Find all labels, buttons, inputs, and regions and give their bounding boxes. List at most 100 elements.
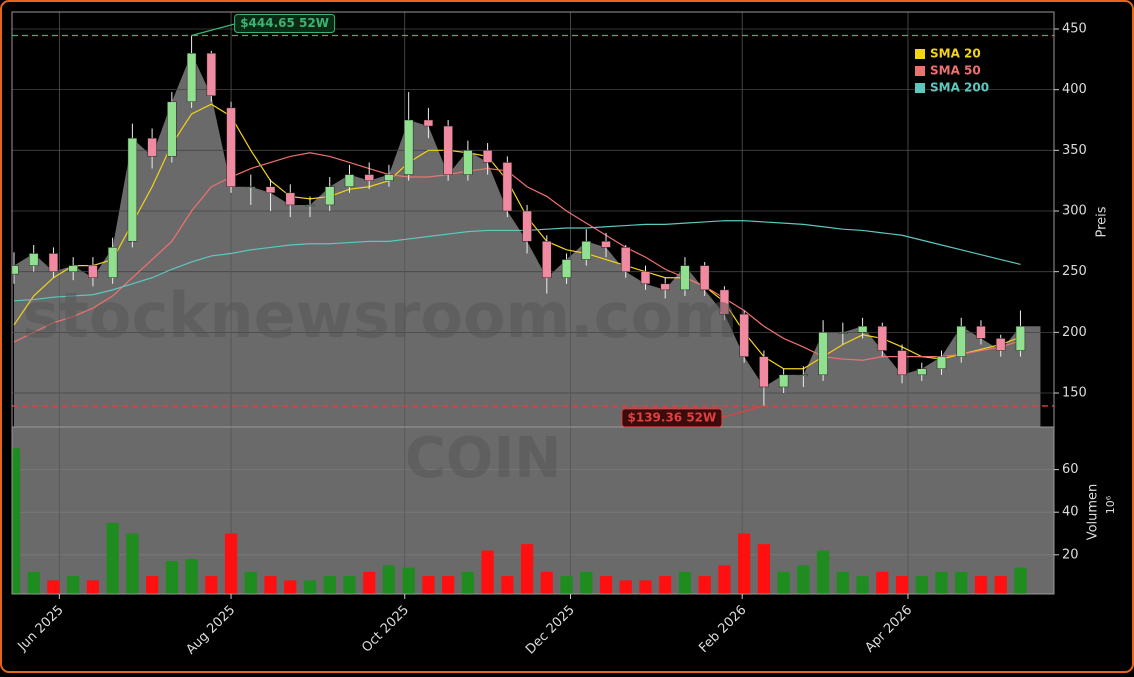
volume-bar (363, 571, 376, 594)
volume-axis-label: Volumen (1086, 484, 1101, 541)
y-tick-label: 400 (1062, 82, 1087, 97)
volume-bar (422, 576, 435, 594)
volume-bar (955, 571, 968, 594)
volume-bar (639, 580, 652, 594)
candle-body (88, 265, 98, 278)
volume-bar (678, 571, 692, 594)
volume-bar (205, 576, 218, 594)
legend-label: SMA 50 (930, 64, 981, 78)
y-tick-label: 450 (1062, 21, 1087, 36)
volume-bar (599, 576, 613, 594)
volume-bar (461, 571, 474, 594)
volume-bar (185, 559, 198, 594)
candle-body (798, 374, 809, 377)
plot-border (11, 11, 1055, 595)
candle-body (897, 350, 907, 376)
volume-bar (757, 544, 771, 594)
y-axis-label: Preis (1095, 206, 1110, 237)
volume-bar (244, 571, 257, 594)
candle-body (403, 119, 414, 175)
y-tick-label: 150 (1062, 386, 1087, 401)
candle-body (877, 326, 887, 351)
candle-body (384, 174, 394, 181)
annotation-arrow (719, 405, 765, 419)
volume-bar (382, 565, 396, 594)
volume-bar (1014, 567, 1027, 594)
volume-bar (501, 576, 514, 594)
volume-bar (698, 576, 711, 594)
candle-body (818, 332, 828, 376)
candle-body (147, 137, 157, 157)
candle-body (29, 253, 39, 266)
sma-line (13, 152, 1021, 361)
candle-body (660, 283, 670, 291)
legend-label: SMA 200 (930, 81, 989, 95)
volume-bar (323, 576, 336, 594)
volume-bar (777, 571, 790, 594)
volume-bar (816, 550, 830, 594)
candle-body (561, 259, 572, 278)
candle-body (719, 289, 730, 315)
volume-bar (165, 561, 178, 594)
candle-body (936, 356, 947, 370)
annotation-label: $139.36 52W (628, 410, 717, 424)
candle-body (305, 204, 315, 207)
candle-body (581, 241, 591, 260)
volume-tick-label: 60 (1062, 462, 1079, 477)
volume-bar (797, 565, 810, 594)
volume-bar (12, 448, 21, 594)
candle-body (463, 150, 473, 175)
annotation-label: $444.65 52W (240, 16, 329, 30)
candle-body (127, 137, 138, 242)
candle-body (364, 174, 374, 181)
price-area (13, 53, 1041, 427)
candle-body (976, 326, 986, 339)
volume-bar (560, 576, 573, 594)
legend-swatch (915, 49, 925, 59)
volume-bar (126, 533, 139, 594)
legend-swatch (915, 83, 925, 93)
legend-label: SMA 20 (930, 47, 981, 61)
candle-body (917, 368, 927, 376)
volume-bar (343, 576, 356, 594)
candle-body (700, 265, 710, 291)
candle-body (838, 332, 848, 334)
candle-body (423, 119, 434, 127)
volume-bar (67, 576, 80, 594)
volume-bar (580, 571, 593, 594)
candle-body (857, 326, 868, 333)
volume-bar (481, 550, 494, 594)
candle-body (482, 150, 493, 163)
volume-bar (106, 522, 119, 594)
candle-body (956, 326, 966, 357)
candle-body (502, 162, 513, 212)
y-tick-label: 200 (1062, 325, 1087, 340)
annotation-box (621, 408, 723, 428)
volume-bar (224, 533, 238, 594)
candle-body (246, 186, 256, 188)
volume-bar (264, 576, 277, 594)
volume-unit: 10⁶ (1104, 495, 1117, 514)
volume-bar (915, 576, 928, 594)
candle-body (640, 271, 651, 285)
volume-tick-label: 40 (1062, 505, 1079, 520)
candle-body (68, 265, 78, 272)
volume-bar (974, 576, 988, 594)
volume-bar (540, 571, 553, 594)
volume-bar (895, 576, 909, 594)
volume-bar (619, 580, 632, 594)
volume-bar (47, 580, 60, 594)
volume-bar (659, 576, 672, 594)
candle-body (996, 338, 1006, 351)
annotation-arrow (191, 22, 237, 37)
volume-bar (86, 580, 100, 594)
volume-bar (442, 576, 455, 594)
candle-body (48, 253, 59, 272)
y-tick-label: 350 (1062, 143, 1087, 158)
volume-bar (27, 571, 40, 594)
candle-body (325, 186, 335, 206)
volume-bar (994, 576, 1007, 594)
volume-bar (876, 571, 889, 594)
volume-bar (935, 571, 948, 594)
sma-line (13, 220, 1021, 302)
